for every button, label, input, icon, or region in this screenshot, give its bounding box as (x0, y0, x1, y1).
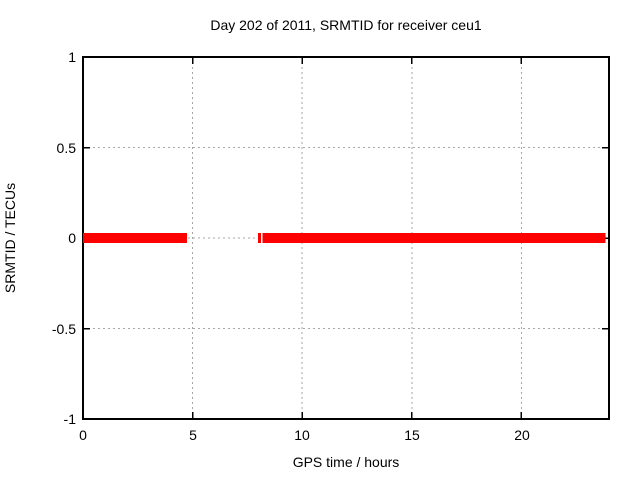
y-tick-label: 0.5 (57, 140, 77, 156)
chart-title: Day 202 of 2011, SRMTID for receiver ceu… (210, 17, 482, 33)
y-axis-label: SRMTID / TECUs (2, 183, 18, 293)
y-tick-label: 0 (68, 230, 76, 246)
y-tick-label: -0.5 (52, 321, 76, 337)
y-tick-label: -1 (64, 411, 77, 427)
x-tick-label: 15 (404, 427, 420, 443)
x-tick-label: 20 (514, 427, 530, 443)
x-tick-label: 5 (189, 427, 197, 443)
x-axis-label: GPS time / hours (293, 454, 400, 470)
x-tick-label: 10 (294, 427, 310, 443)
x-tick-label: 0 (79, 427, 87, 443)
plot-area (82, 56, 610, 420)
y-tick-label: 1 (68, 49, 76, 65)
